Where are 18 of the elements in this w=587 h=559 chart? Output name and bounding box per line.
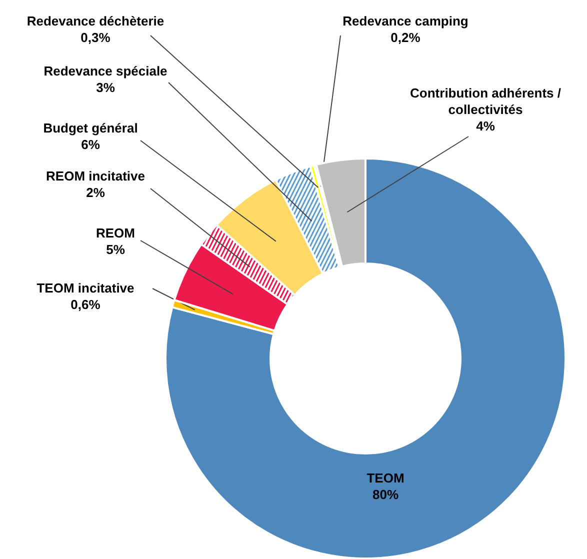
data-label: 2%: [86, 185, 106, 200]
slice-label: TEOM: [366, 470, 404, 486]
slice-label: Redevance spéciale: [44, 64, 168, 78]
data-label: 80%: [372, 487, 399, 502]
slice-label: Contribution adhérents / collectivités: [410, 86, 562, 117]
slice-label: Redevance déchèterie: [26, 14, 164, 28]
data-label: 0,2%: [390, 30, 421, 45]
data-label: 5%: [106, 242, 126, 257]
slice-label: Budget général: [43, 120, 138, 136]
data-label: 6%: [81, 137, 100, 152]
data-label: 4%: [476, 118, 496, 134]
slice-label: TEOM incitative: [36, 280, 134, 296]
slice-label: Redevance camping: [342, 14, 468, 28]
slice-label: REOM: [96, 226, 135, 240]
data-label: 0,3%: [80, 30, 111, 45]
slice-label: REOM incitative: [46, 168, 145, 184]
data-label: 3%: [96, 80, 116, 95]
data-label: 0,6%: [70, 297, 101, 312]
